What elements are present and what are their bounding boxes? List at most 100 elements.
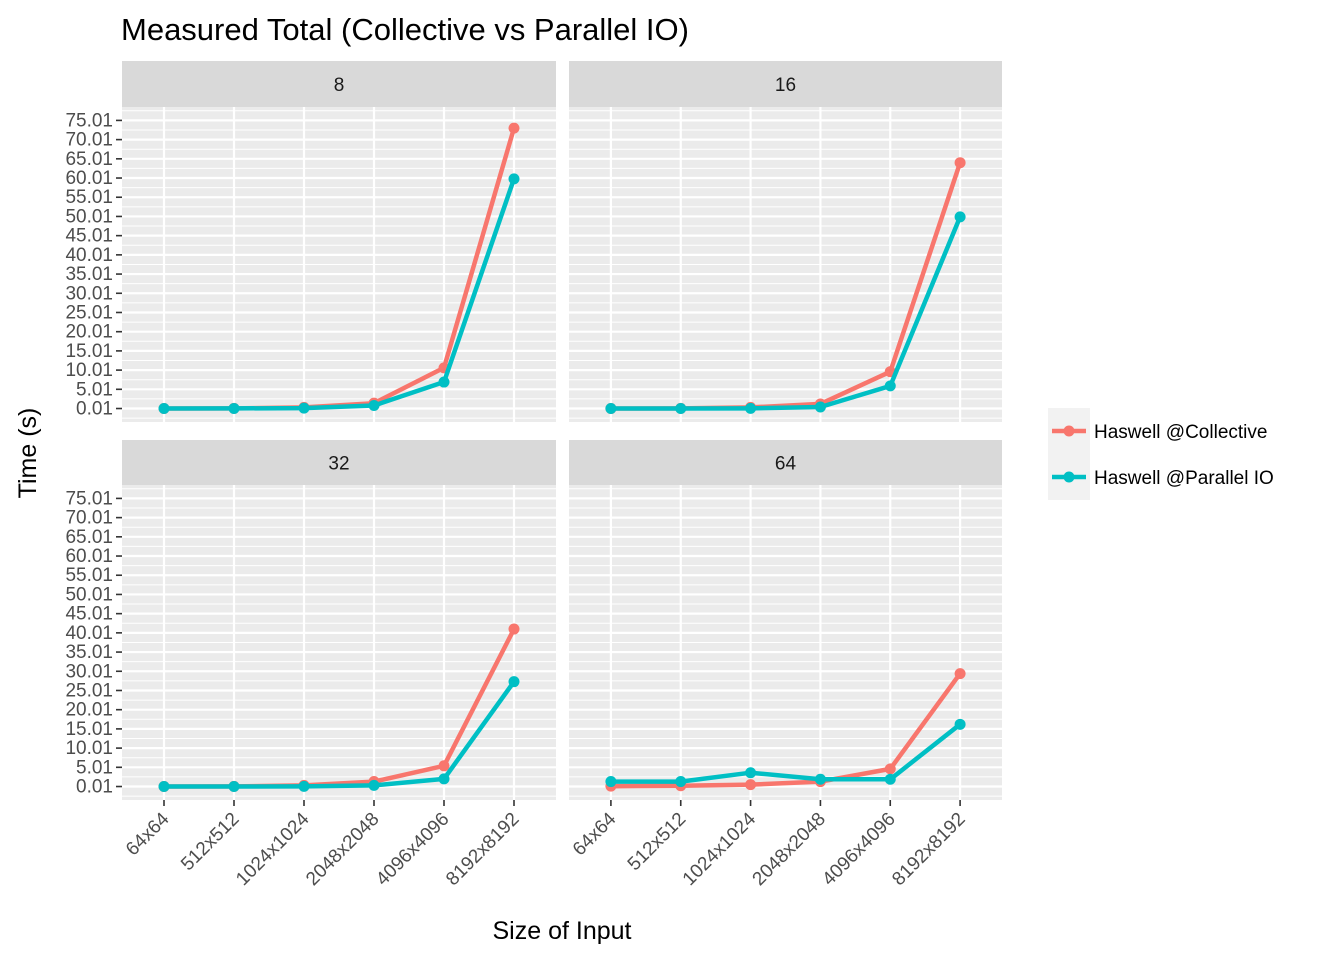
y-tick-label: 30.01 bbox=[65, 283, 113, 304]
series-line bbox=[610, 672, 962, 789]
data-point bbox=[605, 403, 617, 415]
y-tick-label: 5.01 bbox=[76, 379, 113, 400]
data-point bbox=[508, 122, 520, 134]
y-tick-label: 20.01 bbox=[65, 700, 113, 721]
y-tick-label: 50.01 bbox=[65, 206, 113, 227]
x-axis-title: Size of Input bbox=[493, 917, 632, 945]
data-point bbox=[298, 780, 310, 792]
y-tick-label: 0.01 bbox=[76, 777, 113, 798]
y-tick-label: 55.01 bbox=[65, 565, 113, 586]
x-tick-label: 64x64 bbox=[569, 808, 621, 860]
y-tick-label: 70.01 bbox=[65, 130, 113, 151]
facet-strip-label: 32 bbox=[328, 454, 349, 475]
y-axis-title: Time (s) bbox=[14, 408, 42, 499]
x-tick-label: 2048x2048 bbox=[302, 809, 383, 890]
data-point bbox=[745, 779, 757, 791]
chart-title: Measured Total (Collective vs Parallel I… bbox=[121, 12, 689, 47]
y-tick-label: 65.01 bbox=[65, 527, 113, 548]
y-tick-label: 20.01 bbox=[65, 322, 113, 343]
facet-strip bbox=[122, 61, 556, 107]
data-point bbox=[884, 763, 896, 775]
y-tick-label: 35.01 bbox=[65, 264, 113, 285]
data-point bbox=[814, 401, 826, 413]
y-tick-label: 55.01 bbox=[65, 187, 113, 208]
facet-panel-32: 32 0.015.0110.0115.0120.0125.0130.0135.01… bbox=[65, 440, 556, 890]
legend-item: Haswell @Collective bbox=[1048, 408, 1267, 454]
data-point bbox=[884, 773, 896, 785]
legend-item: Haswell @Parallel IO bbox=[1048, 454, 1274, 500]
y-tick-label: 50.01 bbox=[65, 584, 113, 605]
y-tick-label: 10.01 bbox=[65, 738, 113, 759]
data-point bbox=[745, 402, 757, 414]
y-tick-label: 35.01 bbox=[65, 642, 113, 663]
facet-strip-label: 8 bbox=[334, 75, 345, 96]
data-point bbox=[954, 718, 966, 730]
data-point bbox=[228, 402, 240, 414]
y-tick-label: 60.01 bbox=[65, 168, 113, 189]
data-point bbox=[438, 376, 450, 388]
legend: Haswell @Collective Haswell @Parallel IO bbox=[1048, 408, 1274, 500]
data-point bbox=[368, 399, 380, 411]
x-tick-label: 4096x4096 bbox=[372, 809, 453, 890]
x-tick-label: 1024x1024 bbox=[232, 808, 314, 890]
facet-panel-64: 64 64x64 512x5121024x10242048x20484096x409… bbox=[569, 440, 1002, 890]
legend-key-point bbox=[1063, 425, 1075, 437]
facet-panels: 80.015.0110.0115.0120.0125.0130.0135.014… bbox=[65, 61, 1002, 890]
x-tick-label: 64x64 bbox=[122, 808, 174, 860]
x-tick-label: 512x512 bbox=[177, 809, 243, 875]
legend-label: Haswell @Parallel IO bbox=[1094, 468, 1274, 489]
x-tick-label: 512x512 bbox=[624, 809, 690, 875]
y-tick-label: 15.01 bbox=[65, 341, 113, 362]
y-tick-label: 60.01 bbox=[65, 546, 113, 567]
y-tick-label: 40.01 bbox=[65, 245, 113, 266]
series-line bbox=[164, 680, 516, 789]
data-point bbox=[508, 173, 520, 185]
data-point bbox=[508, 676, 520, 688]
x-tick-label: 2048x2048 bbox=[749, 809, 830, 890]
data-point bbox=[954, 211, 966, 223]
data-point bbox=[298, 402, 310, 414]
facet-strip bbox=[569, 61, 1002, 107]
facet-strip-label: 64 bbox=[775, 454, 797, 475]
y-tick-label: 25.01 bbox=[65, 680, 113, 701]
facet-panel-16: 16 bbox=[569, 61, 1002, 422]
facet-panel-8: 80.015.0110.0115.0120.0125.0130.0135.014… bbox=[65, 61, 556, 422]
series-line bbox=[610, 216, 963, 411]
data-point bbox=[745, 767, 757, 779]
data-point bbox=[508, 623, 520, 635]
y-tick-label: 0.01 bbox=[76, 399, 113, 420]
x-tick-label: 8192x8192 bbox=[442, 809, 523, 890]
facet-strip-label: 16 bbox=[775, 75, 796, 96]
y-tick-label: 40.01 bbox=[65, 623, 113, 644]
data-point bbox=[605, 776, 617, 788]
y-tick-label: 5.01 bbox=[76, 757, 113, 778]
series-line bbox=[610, 722, 962, 784]
y-tick-label: 70.01 bbox=[65, 508, 113, 529]
y-tick-label: 45.01 bbox=[65, 226, 113, 247]
data-point bbox=[884, 380, 896, 392]
data-point bbox=[675, 402, 687, 414]
series-line bbox=[163, 178, 517, 411]
data-point bbox=[675, 776, 687, 788]
y-tick-label: 75.01 bbox=[65, 110, 113, 131]
data-point bbox=[158, 781, 170, 793]
data-point bbox=[814, 773, 826, 785]
data-point bbox=[158, 403, 170, 415]
y-tick-label: 10.01 bbox=[65, 360, 113, 381]
data-point bbox=[954, 157, 966, 169]
data-point bbox=[228, 780, 240, 792]
data-point bbox=[438, 760, 450, 772]
y-tick-label: 30.01 bbox=[65, 661, 113, 682]
y-tick-label: 45.01 bbox=[65, 604, 113, 625]
legend-key-point bbox=[1063, 471, 1075, 483]
legend-label: Haswell @Collective bbox=[1094, 422, 1267, 443]
facet-strip bbox=[569, 440, 1002, 485]
data-point bbox=[954, 668, 966, 680]
y-tick-label: 25.01 bbox=[65, 302, 113, 323]
x-tick-label: 1024x1024 bbox=[679, 808, 761, 890]
x-tick-label: 4096x4096 bbox=[818, 809, 899, 890]
facet-strip bbox=[122, 440, 556, 485]
y-tick-label: 15.01 bbox=[65, 719, 113, 740]
data-point bbox=[368, 779, 380, 791]
